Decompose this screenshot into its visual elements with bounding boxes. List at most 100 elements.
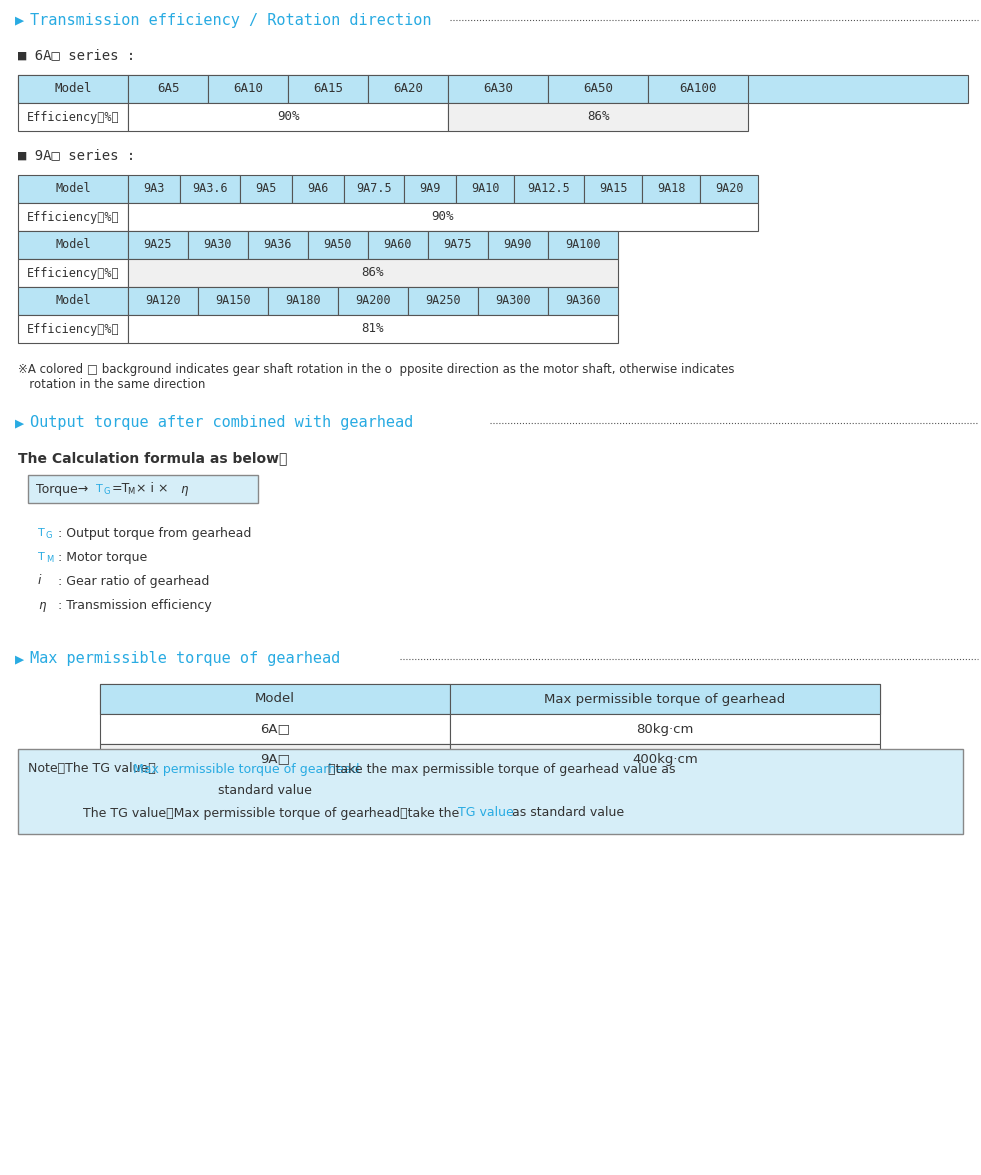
Bar — [128, 103, 448, 130]
Bar — [408, 287, 478, 315]
Bar — [268, 287, 338, 315]
Bar — [188, 231, 248, 258]
Bar — [450, 684, 880, 714]
Text: Max permissible torque of gearhead: Max permissible torque of gearhead — [30, 651, 340, 666]
Text: 9A15: 9A15 — [598, 182, 627, 195]
Text: 9A5: 9A5 — [255, 182, 277, 195]
Text: 6A15: 6A15 — [313, 82, 343, 95]
Bar — [404, 175, 456, 203]
Text: 9A3.6: 9A3.6 — [192, 182, 228, 195]
Bar — [128, 315, 618, 343]
Bar — [548, 231, 618, 258]
Text: : Output torque from gearhead: : Output torque from gearhead — [58, 526, 251, 539]
Text: ▶: ▶ — [15, 651, 33, 666]
Bar — [488, 231, 548, 258]
Text: 9A10: 9A10 — [471, 182, 499, 195]
Text: Model: Model — [54, 82, 92, 95]
Bar — [100, 744, 450, 774]
Bar — [700, 175, 758, 203]
Text: 90%: 90% — [432, 210, 454, 223]
Bar — [18, 258, 128, 287]
Text: 6A100: 6A100 — [679, 82, 717, 95]
Text: Max permissible torque of gearhead: Max permissible torque of gearhead — [133, 763, 359, 776]
Text: 9A6: 9A6 — [307, 182, 329, 195]
Text: T: T — [38, 552, 45, 562]
Bar — [338, 287, 408, 315]
Bar — [548, 75, 648, 103]
Text: 81%: 81% — [362, 322, 385, 336]
Text: Note：The TG value＞: Note：The TG value＞ — [28, 763, 156, 776]
Text: Efficiency（%）: Efficiency（%） — [26, 322, 120, 336]
Text: ■ 6A□ series :: ■ 6A□ series : — [18, 48, 135, 62]
Text: 9A□: 9A□ — [260, 752, 290, 765]
Text: as standard value: as standard value — [508, 806, 624, 819]
Text: ，take the max permissible torque of gearhead value as: ，take the max permissible torque of gear… — [328, 763, 676, 776]
Text: Efficiency（%）: Efficiency（%） — [26, 210, 120, 223]
Text: : Transmission efficiency: : Transmission efficiency — [58, 598, 212, 611]
Bar — [456, 175, 514, 203]
Text: η: η — [180, 483, 187, 496]
Text: ▶: ▶ — [15, 13, 33, 27]
Bar — [344, 175, 404, 203]
Bar — [128, 203, 758, 231]
Bar — [128, 287, 198, 315]
Text: 9A9: 9A9 — [419, 182, 440, 195]
Text: 9A7.5: 9A7.5 — [356, 182, 391, 195]
Text: ▶: ▶ — [15, 416, 33, 430]
Bar — [450, 714, 880, 744]
Text: Model: Model — [55, 182, 91, 195]
Text: 90%: 90% — [277, 110, 299, 123]
Text: 80kg·cm: 80kg·cm — [637, 723, 694, 736]
Bar — [292, 175, 344, 203]
Bar — [478, 287, 548, 315]
Bar — [514, 175, 584, 203]
Text: : Motor torque: : Motor torque — [58, 551, 147, 564]
Text: ※A colored □ background indicates gear shaft rotation in the o  pposite directio: ※A colored □ background indicates gear s… — [18, 363, 735, 391]
Text: M: M — [46, 556, 53, 564]
Bar — [240, 175, 292, 203]
Text: Efficiency（%）: Efficiency（%） — [26, 110, 120, 123]
Text: 9A20: 9A20 — [715, 182, 744, 195]
Text: 9A90: 9A90 — [504, 239, 533, 251]
Bar — [288, 75, 368, 103]
Text: 6A5: 6A5 — [157, 82, 180, 95]
Text: 6A50: 6A50 — [583, 82, 613, 95]
Bar — [18, 315, 128, 343]
Text: 9A360: 9A360 — [565, 295, 600, 308]
Bar — [448, 103, 748, 130]
Bar — [198, 287, 268, 315]
Text: 9A30: 9A30 — [204, 239, 232, 251]
Text: Output torque after combined with gearhead: Output torque after combined with gearhe… — [30, 416, 413, 430]
Bar — [18, 103, 128, 130]
Text: 400kg·cm: 400kg·cm — [632, 752, 697, 765]
Text: i: i — [38, 575, 41, 588]
Bar — [18, 231, 128, 258]
Text: Transmission efficiency / Rotation direction: Transmission efficiency / Rotation direc… — [30, 13, 432, 27]
Text: 86%: 86% — [587, 110, 609, 123]
Text: Model: Model — [55, 239, 91, 251]
Text: 9A36: 9A36 — [264, 239, 292, 251]
Text: 6A□: 6A□ — [260, 723, 290, 736]
Bar — [180, 175, 240, 203]
Bar — [100, 714, 450, 744]
Bar — [642, 175, 700, 203]
Bar — [368, 75, 448, 103]
Text: 9A200: 9A200 — [355, 295, 390, 308]
Text: G: G — [103, 488, 110, 497]
Text: Torque→: Torque→ — [36, 483, 88, 496]
Text: 9A150: 9A150 — [215, 295, 251, 308]
Text: TG value: TG value — [458, 806, 514, 819]
Bar — [128, 231, 188, 258]
Text: M: M — [127, 488, 134, 497]
Text: × i ×: × i × — [136, 483, 169, 496]
Bar — [128, 175, 180, 203]
Text: 9A60: 9A60 — [384, 239, 412, 251]
Text: 9A250: 9A250 — [425, 295, 461, 308]
Bar — [18, 203, 128, 231]
Bar — [428, 231, 488, 258]
Bar — [128, 258, 618, 287]
Text: 9A12.5: 9A12.5 — [528, 182, 570, 195]
Bar — [548, 287, 618, 315]
Text: 9A18: 9A18 — [656, 182, 686, 195]
Text: 9A50: 9A50 — [324, 239, 352, 251]
